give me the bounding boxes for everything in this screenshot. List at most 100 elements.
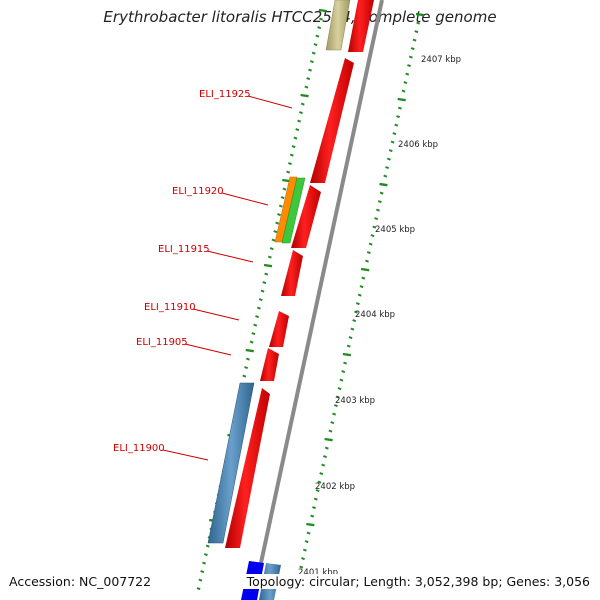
cds-eli-11910[interactable] [269, 311, 289, 347]
gene-label[interactable]: ELI_11910 [144, 302, 196, 313]
outer-tick [385, 166, 390, 170]
inner-tick [271, 238, 276, 242]
outer-tick [357, 293, 362, 297]
cds-eli-11920-red[interactable] [291, 185, 321, 248]
outer-tick [346, 344, 351, 348]
outer-tick [376, 208, 380, 212]
inner-tick [313, 43, 318, 47]
outer-tick [310, 514, 315, 518]
outer-tick [379, 182, 388, 187]
cds-eli-11900-red[interactable] [225, 388, 270, 548]
outer-tick [403, 81, 408, 85]
scale-label: 2404 kbp [355, 310, 395, 320]
outer-tick [335, 395, 340, 399]
scale-ticks-outer [299, 12, 425, 569]
outer-tick [313, 497, 318, 501]
inner-tick [203, 553, 208, 557]
inner-tick [263, 263, 273, 268]
inner-tick [309, 60, 314, 64]
inner-tick [256, 306, 261, 310]
outer-tick [315, 489, 320, 493]
inner-tick [205, 544, 210, 548]
scale-labels: 2407 kbp 2406 kbp 2405 kbp 2404 kbp 2403 kbp… [298, 55, 461, 578]
inner-tick [262, 281, 267, 285]
gene-label-leader [206, 250, 254, 263]
gene-label[interactable]: ELI_11915 [158, 244, 210, 255]
outer-tick [306, 531, 311, 535]
inner-tick [317, 26, 322, 30]
outer-tick [401, 89, 406, 93]
inner-tick [280, 196, 285, 200]
genes-label: Genes: [506, 574, 551, 589]
scale-label: 2405 kbp [375, 225, 415, 235]
accession-value: NC_007722 [79, 574, 152, 589]
outer-tick [342, 352, 352, 357]
outer-tick [410, 47, 415, 51]
inner-tick [315, 34, 320, 38]
inner-tick [202, 561, 207, 565]
outer-tick [330, 421, 335, 425]
cds-eli-11905[interactable] [260, 348, 279, 381]
outer-tick [348, 336, 353, 340]
outer-tick [341, 370, 346, 374]
scale-label: 2402 kbp [315, 482, 355, 492]
outer-tick [397, 106, 402, 110]
outer-tick [324, 437, 333, 442]
inner-tick [255, 315, 260, 319]
scale-label: 2401 kbp [298, 568, 338, 578]
accession-line: Accession: NC_007722 [9, 574, 151, 589]
scale-label: 2406 kbp [398, 140, 438, 150]
inner-tick [275, 221, 280, 225]
gene-label-leader [247, 95, 293, 109]
outer-tick [396, 115, 401, 119]
outer-tick [304, 540, 309, 544]
gene-label-leader [184, 343, 232, 356]
feature-eli-11900-reverse[interactable] [207, 382, 255, 544]
inner-tick [288, 162, 292, 166]
outer-tick [368, 242, 373, 246]
gene-label[interactable]: ELI_11905 [136, 337, 188, 348]
inner-tick [300, 102, 305, 106]
inner-tick [318, 8, 328, 13]
outer-tick [383, 174, 388, 178]
outer-tick [333, 404, 338, 408]
outer-tick [405, 72, 410, 76]
inner-tick [306, 77, 311, 81]
outer-tick [415, 12, 425, 17]
feature-red-top[interactable] [348, 0, 374, 52]
cds-eli-11925[interactable] [310, 58, 354, 183]
outer-tick [306, 522, 315, 527]
outer-tick [377, 200, 382, 204]
genome-backbone [251, 0, 384, 600]
outer-tick [328, 429, 333, 433]
accession-label: Accession: [9, 574, 76, 589]
inner-tick [319, 17, 323, 21]
outer-tick [372, 225, 377, 229]
inner-tick [200, 570, 205, 574]
outer-tick [397, 97, 406, 102]
gene-label-leader [192, 308, 240, 321]
inner-tick [289, 153, 294, 157]
feature-khaki[interactable] [325, 0, 351, 51]
length-value: 3,052,398 bp [414, 574, 499, 589]
gene-label[interactable]: ELI_11920 [172, 186, 224, 197]
outer-tick [361, 276, 366, 280]
outer-tick [359, 285, 364, 289]
outer-tick [374, 217, 379, 221]
inner-tick [298, 111, 303, 115]
outer-tick [350, 327, 355, 331]
cds-eli-11915[interactable] [281, 250, 303, 296]
outer-tick [321, 463, 326, 467]
outer-tick [390, 140, 395, 144]
inner-tick [277, 213, 281, 217]
outer-tick [394, 123, 399, 127]
outer-tick [352, 319, 357, 323]
gene-label[interactable]: ELI_11900 [113, 443, 165, 454]
outer-tick [317, 480, 322, 484]
inner-tick [198, 578, 203, 582]
rrna-eli-11920[interactable] [281, 177, 306, 244]
inner-tick [273, 230, 278, 234]
scale-label: 2403 kbp [335, 396, 375, 406]
gene-label[interactable]: ELI_11925 [199, 89, 251, 100]
